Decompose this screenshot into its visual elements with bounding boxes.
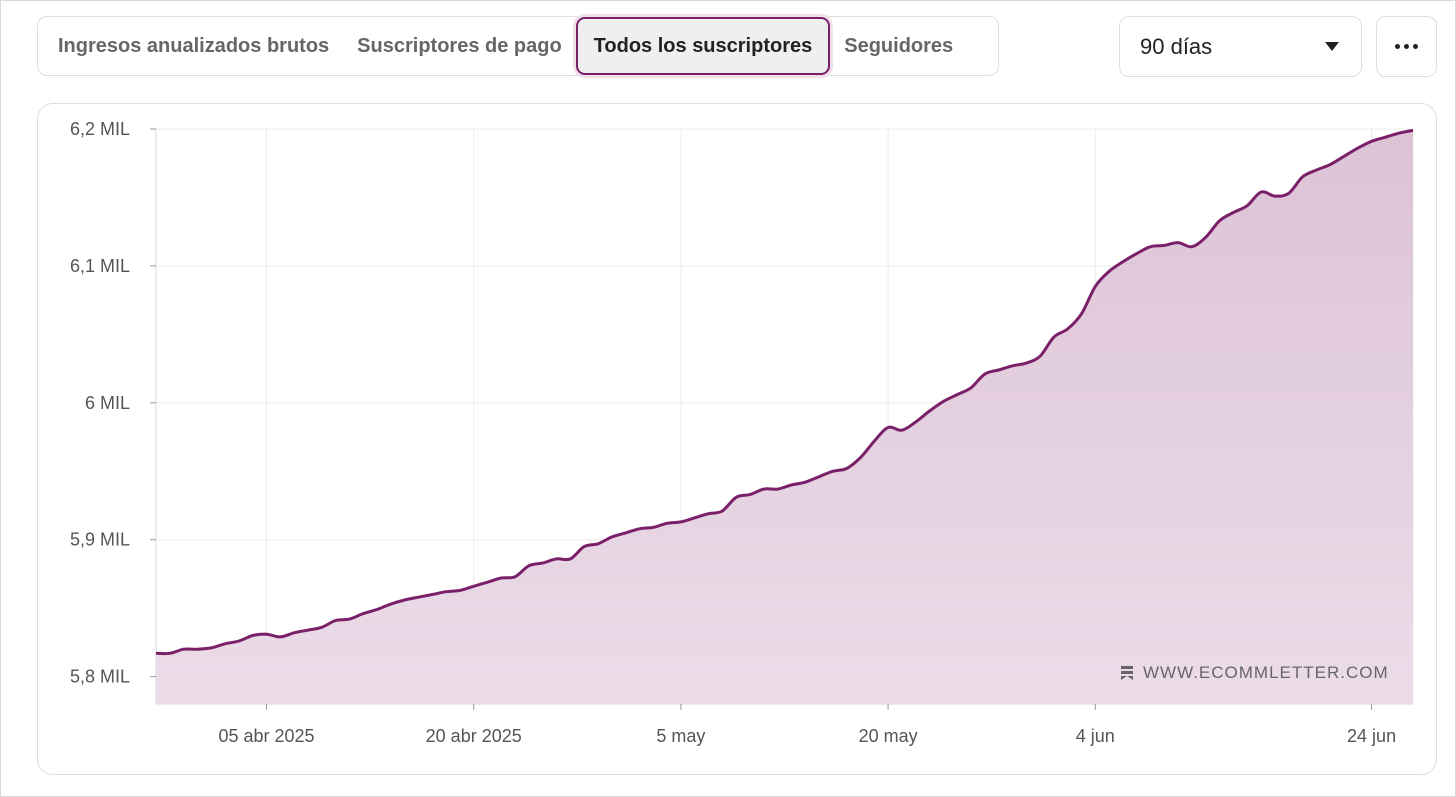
more-options-button[interactable]	[1376, 16, 1437, 77]
x-tick-label: 20 abr 2025	[426, 726, 522, 746]
caret-down-icon	[1325, 42, 1339, 51]
metric-tabs: Ingresos anualizados brutos Suscriptores …	[37, 16, 999, 76]
y-tick-label: 5,9 MIL	[70, 530, 130, 550]
y-tick-label: 6 MIL	[85, 393, 130, 413]
x-tick-label: 4 jun	[1076, 726, 1115, 746]
watermark: WWW.ECOMMLETTER.COM	[1121, 663, 1389, 683]
y-tick-label: 6,1 MIL	[70, 256, 130, 276]
tab-2[interactable]: Todos los suscriptores	[575, 17, 831, 75]
x-tick-label: 05 abr 2025	[218, 726, 314, 746]
x-tick-label: 20 may	[859, 726, 918, 746]
watermark-text: WWW.ECOMMLETTER.COM	[1143, 663, 1389, 682]
range-dropdown-value: 90 días	[1140, 33, 1213, 59]
y-tick-label: 5,8 MIL	[70, 667, 130, 687]
y-tick-label: 6,2 MIL	[70, 119, 130, 139]
series-line	[155, 128, 1414, 656]
range-dropdown[interactable]: 90 días	[1119, 16, 1362, 77]
bookmark-icon	[1121, 666, 1133, 680]
more-dots-icon	[1395, 44, 1418, 49]
tab-1[interactable]: Suscriptores de pago	[357, 34, 562, 57]
x-tick-label: 5 may	[656, 726, 705, 746]
series-area	[156, 130, 1413, 704]
chart-card: 5,8 MIL 5,9 MIL 6 MIL 6,1 MIL 6,2 MIL 05 abr…	[37, 103, 1437, 775]
subscribers-area-chart: 5,8 MIL 5,9 MIL 6 MIL 6,1 MIL 6,2 MIL 05 abr…	[70, 119, 1414, 746]
x-tick-label: 24 jun	[1347, 726, 1396, 746]
tab-0[interactable]: Ingresos anualizados brutos	[58, 34, 330, 57]
tab-3[interactable]: Seguidores	[844, 34, 954, 57]
